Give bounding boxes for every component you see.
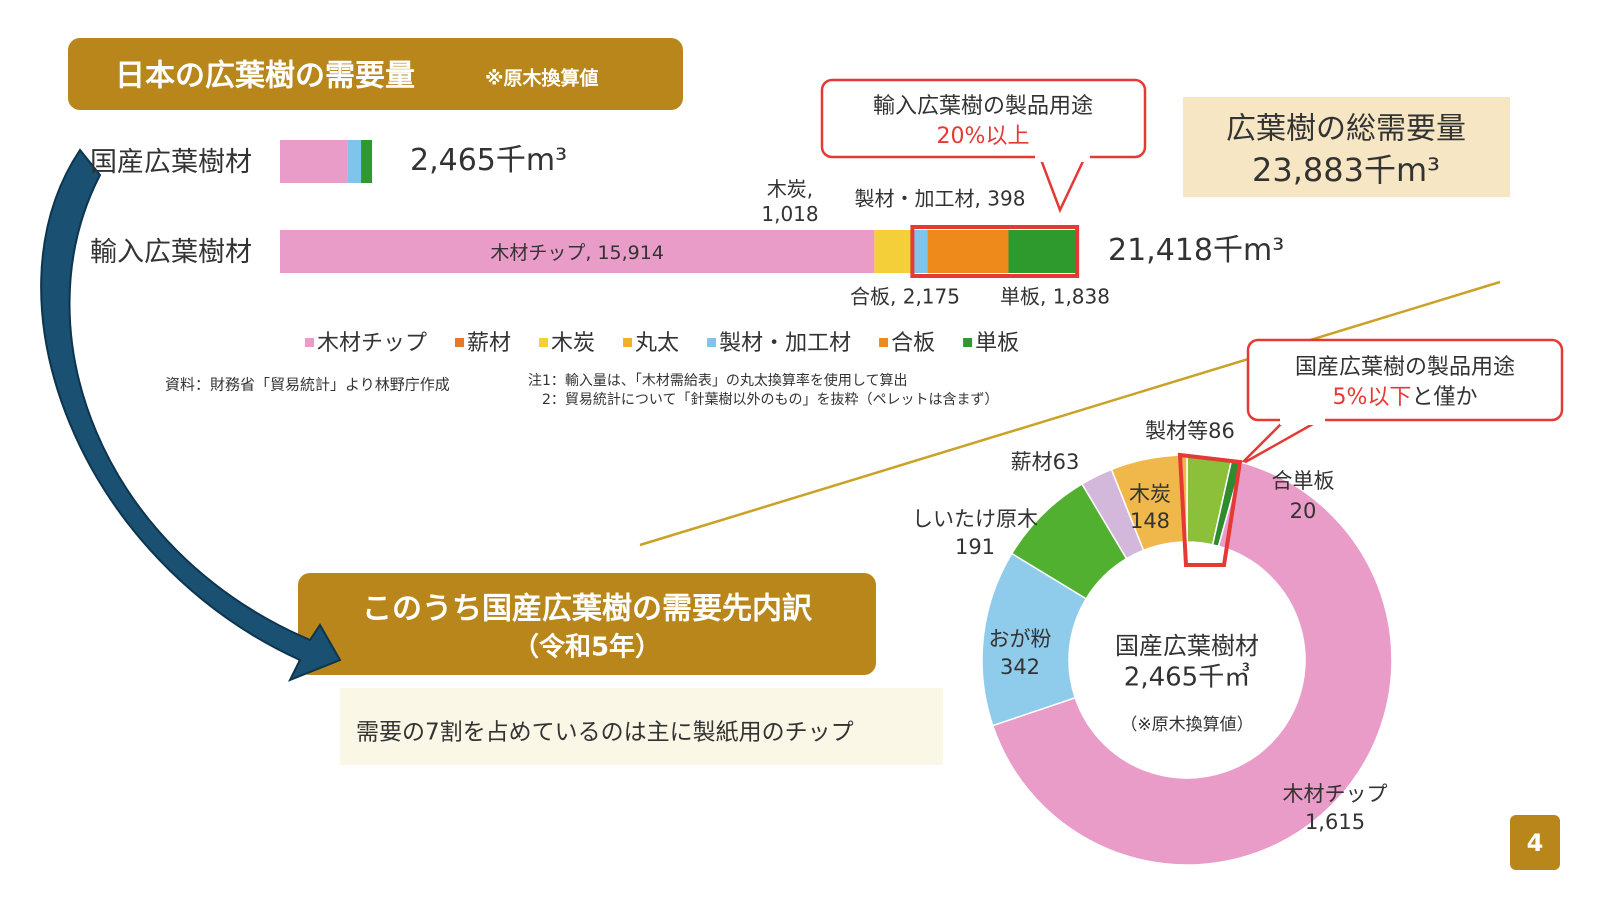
- bar-segment: [280, 230, 875, 273]
- segment-name: 製材等: [1145, 419, 1208, 443]
- page-number: 4: [1527, 829, 1544, 857]
- value-label: 単板, 1,838: [1000, 285, 1110, 309]
- legend-swatch: [455, 338, 465, 347]
- total-value: 23,883千m³: [1252, 151, 1440, 189]
- legend-swatch: [963, 338, 973, 347]
- segment-value: 63: [1053, 450, 1080, 474]
- legend-label: 合板: [891, 331, 935, 356]
- center-value: 2,465千㎥: [1124, 663, 1250, 693]
- callout-text: 5%以下と僅か: [1333, 385, 1478, 410]
- callout-title: 国産広葉樹の製品用途: [1295, 355, 1515, 380]
- total-box: [1183, 97, 1510, 197]
- value-label: 木炭, 1,018: [761, 177, 818, 226]
- bar-segment: [280, 140, 348, 183]
- total-label: 21,418千m³: [1108, 233, 1284, 268]
- segment-value: 148: [1130, 509, 1170, 533]
- legend-label: 丸太: [635, 331, 679, 356]
- segment-name: 薪材: [1011, 450, 1053, 474]
- value-label-line: 木炭,: [767, 177, 813, 201]
- total-label: 広葉樹の総需要量: [1226, 112, 1466, 147]
- domestic-callout: [1246, 338, 1564, 422]
- callout-tail: [1038, 156, 1087, 214]
- total-label: 2,465千m³: [410, 143, 567, 178]
- donut-segment: [991, 461, 1393, 866]
- callout-rest: と僅か: [1411, 385, 1477, 410]
- segment-value: 191: [955, 535, 995, 559]
- segment-value: 20: [1290, 499, 1317, 523]
- page-badge: [1510, 815, 1560, 870]
- divider-line: [639, 280, 1501, 547]
- banner-title: このうち国産広葉樹の需要先内訳: [362, 592, 813, 627]
- legend-swatch: [305, 338, 314, 347]
- segment-name: しいたけ原木: [912, 507, 1038, 531]
- arrow: [40, 148, 342, 682]
- title-note: ※原木換算値: [485, 67, 598, 90]
- segment-label: 薪材63: [1011, 450, 1080, 474]
- callout-join: [1035, 150, 1090, 162]
- note: 2：貿易統計について「針葉樹以外のもの」を抜粋（ペレットは含まず）: [542, 392, 999, 408]
- callout-title: 輸入広葉樹の製品用途: [873, 94, 1093, 119]
- segment-name: 木炭: [1129, 482, 1171, 506]
- bar-segment: [347, 140, 362, 183]
- legend-swatch: [623, 338, 633, 347]
- bar-highlight: [910, 225, 1080, 278]
- value-label-line: 1,018: [761, 202, 818, 226]
- legend-swatch: [539, 338, 549, 347]
- legend-label: 薪材: [467, 331, 511, 356]
- callout-highlight: 20%以上: [937, 124, 1030, 149]
- value-label: 合板, 2,175: [850, 285, 960, 309]
- legend-label: 単板: [975, 331, 1019, 356]
- summary-box: [340, 688, 943, 765]
- legend-swatch: [879, 338, 889, 347]
- segment-label: 製材等86: [1145, 419, 1235, 443]
- source: 資料：財務省「貿易統計」より林野庁作成: [165, 376, 450, 394]
- title: 日本の広葉樹の需要量: [115, 59, 415, 94]
- center-note: （※原木換算値）: [1120, 715, 1253, 735]
- segment-value: 342: [1000, 655, 1040, 679]
- legend-swatch: [707, 338, 717, 347]
- note: 注1：輸入量は、「木材需給表」の丸太換算率を使用して算出: [528, 372, 908, 389]
- callout-tail: [1239, 418, 1321, 467]
- segment-name: おが粉: [989, 627, 1052, 651]
- bar-segment: [1008, 230, 1078, 273]
- center-title: 国産広葉樹材: [1115, 632, 1259, 660]
- callout-highlight: 5%以下: [1333, 385, 1412, 410]
- category-label: 輸入広葉樹材: [90, 237, 252, 268]
- bar-segment: [927, 230, 1009, 273]
- value-label: 製材・加工材, 398: [855, 187, 1026, 211]
- legend-label: 製材・加工材: [719, 331, 851, 356]
- value-label: 木材チップ, 15,914: [490, 242, 664, 264]
- import-callout: [820, 78, 1147, 159]
- bar-segment: [912, 230, 928, 273]
- segment-value: 86: [1208, 419, 1235, 443]
- legend-label: 木炭: [551, 331, 595, 356]
- breakdown-banner: [298, 573, 876, 675]
- bar-segment: [361, 140, 373, 183]
- donut-highlight: [1177, 452, 1243, 567]
- segment-value: 1,615: [1305, 810, 1365, 834]
- callout-join: [1280, 413, 1325, 425]
- legend-label: 木材チップ: [317, 331, 427, 356]
- category-label: 国産広葉樹材: [90, 147, 252, 178]
- summary: 需要の7割を占めているのは主に製紙用のチップ: [356, 720, 854, 746]
- segment-name: 木材チップ: [1283, 782, 1388, 806]
- title-banner: [68, 38, 683, 110]
- segment-name: 合単板: [1272, 469, 1335, 493]
- bar-segment: [874, 230, 913, 273]
- banner-subtitle: （令和5年）: [513, 632, 661, 663]
